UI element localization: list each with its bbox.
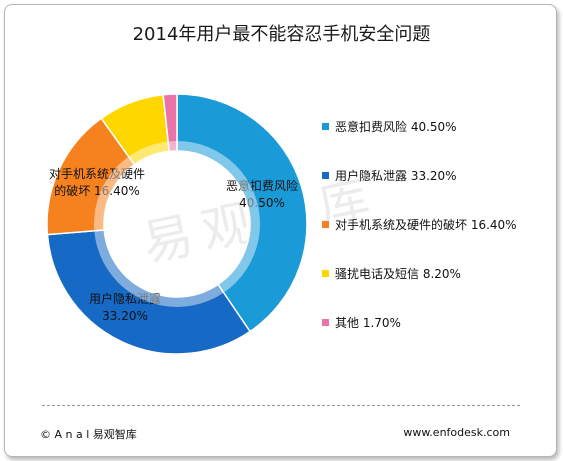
legend-label-5: 其他 1.70% [335, 316, 401, 330]
legend-label-3: 对手机系统及硬件的破坏 16.40% [335, 218, 517, 232]
legend-swatch-4 [322, 270, 329, 277]
copyright-text: © A n a l 易观智库 [40, 428, 137, 441]
legend-swatch-5 [322, 319, 329, 326]
legend-item-3: 对手机系统及硬件的破坏 16.40% [322, 216, 517, 233]
slice-label-2: 用户隐私泄露 33.20% [89, 291, 161, 323]
slice-label-1: 恶意扣费风险 40.50% [226, 178, 298, 210]
legend-label-4: 骚扰电话及短信 8.20% [335, 267, 461, 281]
footer-divider [42, 405, 520, 406]
slice-5 [162, 93, 178, 153]
legend-item-1: 恶意扣费风险 40.50% [322, 118, 457, 135]
slice-label-3: 对手机系统及硬件的破坏 16.40% [49, 167, 145, 198]
legend-swatch-2 [322, 172, 329, 179]
legend-item-4: 骚扰电话及短信 8.20% [322, 265, 461, 282]
legend-item-2: 用户隐私泄露 33.20% [322, 167, 457, 184]
legend-item-5: 其他 1.70% [322, 314, 401, 331]
slice-1 [176, 93, 308, 333]
legend-label-2: 用户隐私泄露 33.20% [335, 169, 457, 183]
website-link[interactable]: www.enfodesk.com [403, 426, 510, 439]
slice-2 [46, 229, 252, 355]
chart-title: 2014年用户最不能容忍手机安全问题 [132, 24, 431, 45]
legend-swatch-1 [322, 123, 329, 130]
legend-swatch-3 [322, 221, 329, 228]
legend-label-1: 恶意扣费风险 40.50% [335, 120, 457, 134]
inner-ring-highlight [94, 141, 260, 307]
